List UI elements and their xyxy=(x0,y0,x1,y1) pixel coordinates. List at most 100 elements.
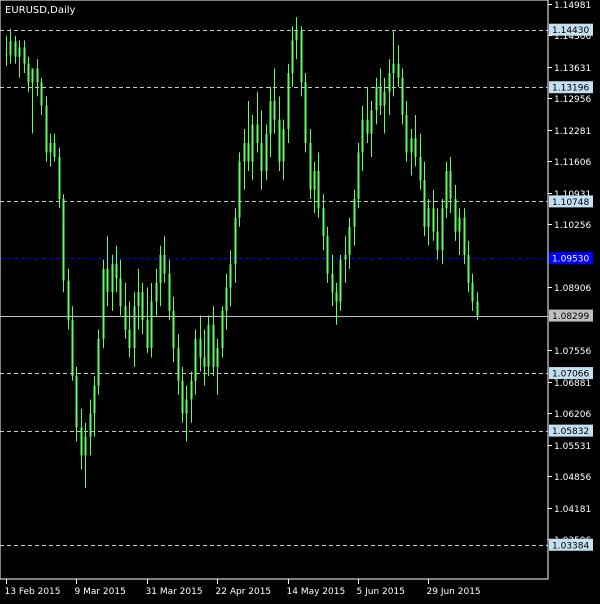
y-tick-label: 1.12956 xyxy=(554,95,591,105)
candle-4 xyxy=(23,40,26,74)
level-label-4-bg xyxy=(549,424,593,437)
candle-92 xyxy=(410,129,413,176)
level-label-3: 1.07066 xyxy=(552,370,589,380)
candle-body xyxy=(392,63,395,74)
candle-8 xyxy=(40,77,43,116)
candle-20 xyxy=(93,376,96,437)
candle-0 xyxy=(5,35,8,67)
x-tick-label: 22 Apr 2015 xyxy=(216,587,272,597)
candle-73 xyxy=(326,226,329,283)
candle-84 xyxy=(375,77,378,125)
candle-body xyxy=(221,310,224,349)
candle-body xyxy=(366,119,369,134)
candle-body xyxy=(45,105,48,153)
candle-body xyxy=(414,138,417,157)
candle-3 xyxy=(18,40,21,78)
candle-1 xyxy=(9,28,12,64)
candle-48 xyxy=(216,338,219,395)
candle-55 xyxy=(247,101,250,171)
candle-body xyxy=(260,143,263,171)
candle-77 xyxy=(344,236,347,283)
candle-body xyxy=(58,156,61,199)
candle-35 xyxy=(159,245,162,307)
level-label-5: 1.03384 xyxy=(552,541,589,551)
candle-body xyxy=(449,170,452,199)
candle-16 xyxy=(75,366,78,442)
candle-body xyxy=(229,264,232,288)
candle-12 xyxy=(58,147,61,209)
candle-body xyxy=(309,143,312,190)
candle-76 xyxy=(339,254,342,311)
candle-91 xyxy=(405,101,408,162)
candle-body xyxy=(471,282,474,302)
y-tick-label: 1.07556 xyxy=(554,347,591,357)
candle-body xyxy=(75,376,78,428)
candle-body xyxy=(203,357,206,367)
candle-body xyxy=(361,119,364,153)
candle-body xyxy=(168,273,171,311)
candle-body xyxy=(163,254,166,274)
candle-50 xyxy=(225,273,228,330)
candle-body xyxy=(181,380,184,414)
candle-body xyxy=(9,41,12,56)
candle-32 xyxy=(146,287,149,353)
y-tick-label: 1.08906 xyxy=(554,284,591,294)
y-tick-label: 1.10256 xyxy=(554,221,591,231)
candle-body xyxy=(207,324,210,367)
candle-9 xyxy=(45,96,48,162)
candle-58 xyxy=(260,110,263,190)
candle-41 xyxy=(185,385,188,442)
candle-72 xyxy=(322,194,325,251)
candle-46 xyxy=(207,315,210,377)
candle-body xyxy=(348,226,351,255)
candle-body xyxy=(291,40,294,74)
level-label-0: 1.14430 xyxy=(552,26,589,36)
y-tick-label: 1.13631 xyxy=(554,64,591,74)
candle-22 xyxy=(102,259,105,349)
candle-body xyxy=(445,170,448,209)
candle-body xyxy=(295,31,298,41)
candle-75 xyxy=(335,282,338,325)
candle-body xyxy=(379,87,382,106)
candle-body xyxy=(243,143,246,162)
candle-88 xyxy=(392,31,395,97)
y-tick-label: 1.04181 xyxy=(554,505,591,515)
candle-body xyxy=(383,91,386,106)
candle-body xyxy=(80,427,83,456)
candle-71 xyxy=(317,152,320,218)
candle-86 xyxy=(383,77,386,134)
candle-66 xyxy=(295,17,298,60)
candle-body xyxy=(194,338,197,381)
bid-label: 1.09530 xyxy=(552,255,589,265)
candle-85 xyxy=(379,68,382,116)
candle-body xyxy=(115,264,118,279)
candle-body xyxy=(234,217,237,265)
candle-body xyxy=(31,68,34,83)
candle-body xyxy=(331,273,334,293)
candle-2 xyxy=(14,35,17,64)
candle-body xyxy=(5,54,8,56)
candle-body xyxy=(397,63,400,78)
candle-body xyxy=(36,68,39,83)
y-tick-label: 1.11606 xyxy=(554,158,591,168)
candle-body xyxy=(427,208,430,227)
candle-body xyxy=(344,254,347,260)
candle-90 xyxy=(401,68,404,125)
candle-body xyxy=(304,82,307,144)
level-label-0-bg xyxy=(549,23,593,36)
level-label-4: 1.05832 xyxy=(552,427,589,437)
candle-body xyxy=(282,129,285,162)
candle-25 xyxy=(115,245,118,293)
y-tick-label: 1.05531 xyxy=(554,442,591,452)
candle-52 xyxy=(234,208,237,283)
candle-44 xyxy=(199,315,202,372)
candle-63 xyxy=(282,119,285,181)
candle-body xyxy=(339,259,342,302)
y-tick-label: 1.10931 xyxy=(554,190,591,200)
candle-body xyxy=(238,161,241,218)
candle-body xyxy=(212,324,215,367)
candle-105 xyxy=(467,240,470,293)
